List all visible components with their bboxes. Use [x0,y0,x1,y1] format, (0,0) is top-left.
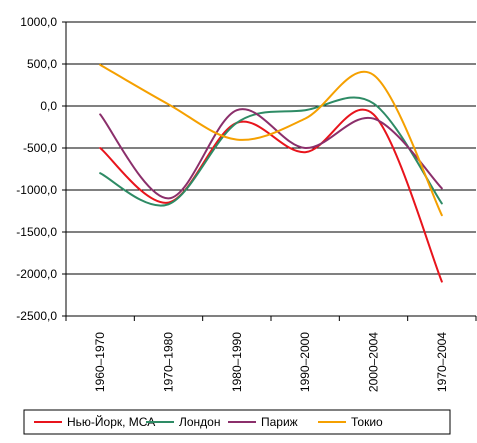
series-line-3 [99,108,443,200]
y-tick-labels: 1000,0 500,0 0,0 -500,0 -1000,0 -1500,0 -2000,… [16,15,57,323]
series-lines [99,63,443,283]
y-tick-label: -2500,0 [16,309,57,323]
x-tick-label: 1990–2000 [298,332,312,392]
x-tick-labels: 1960–1970 1970–1980 1980–1990 1990–2000 2000… [93,332,449,392]
y-tick-label: -2000,0 [16,267,57,281]
x-tick-label: 1980–1990 [230,332,244,392]
axes [62,21,477,321]
legend-label: Токио [351,415,383,429]
gridlines [66,21,476,317]
y-tick-label: 1000,0 [20,15,57,29]
legend-label: Нью-Йорк, МСА [67,414,155,429]
y-tick-label: -1500,0 [16,225,57,239]
x-tick-label: 1970–2004 [435,332,449,392]
y-tick-label: -500,0 [23,141,57,155]
legend-label: Лондон [179,415,220,429]
x-tick-label: 1970–1980 [162,332,176,392]
legend: Нью-Йорк, МСА Лондон Париж Токио [23,409,451,435]
series-line-4 [99,63,443,217]
series-line-2 [99,96,443,207]
x-tick-label: 2000–2004 [367,332,381,392]
x-tick-label: 1960–1970 [93,332,107,392]
series-line-1 [99,108,443,283]
y-tick-label: 500,0 [27,57,57,71]
y-tick-label: 0,0 [40,99,57,113]
y-tick-label: -1000,0 [16,183,57,197]
legend-label: Париж [261,415,298,429]
